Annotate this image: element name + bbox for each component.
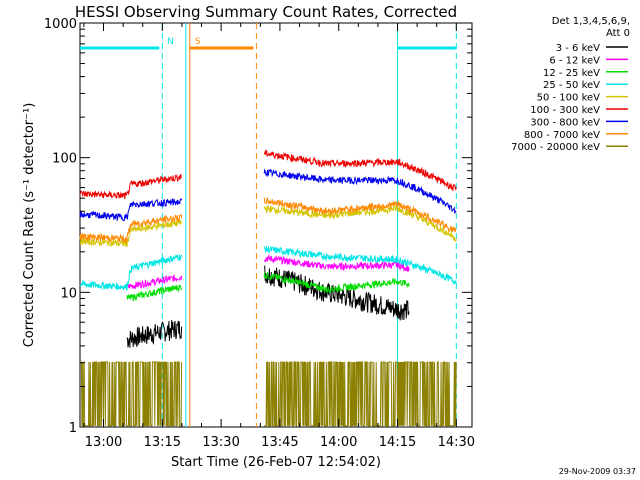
series-trace-2 <box>263 253 410 272</box>
series-50-100-kev <box>79 204 457 248</box>
y-tick-label: 1 <box>69 421 77 436</box>
x-tick-label: 13:00 <box>85 435 122 450</box>
series-trace-1 <box>126 319 183 348</box>
legend-label: 7000 - 20000 keV <box>511 142 600 153</box>
annotation-s: S <box>189 37 254 50</box>
series-7000-20000-kev <box>80 361 457 427</box>
y-tick-label: 100 <box>52 152 77 167</box>
series-trace-2 <box>264 361 457 427</box>
series-trace-2 <box>263 204 457 242</box>
series-trace-2 <box>263 197 457 233</box>
annotation-label: N <box>167 37 174 47</box>
series-100-300-kev <box>79 149 457 199</box>
legend-label: 100 - 300 keV <box>530 105 600 116</box>
x-axis-label: Start Time (26-Feb-07 12:54:02) <box>171 455 381 470</box>
series-trace-2 <box>263 168 457 214</box>
x-tick-label: 14:30 <box>438 435 475 450</box>
series-trace-1 <box>79 198 183 222</box>
legend-label: 50 - 100 keV <box>537 93 601 104</box>
legend-label: 25 - 50 keV <box>543 80 600 91</box>
series-trace-1 <box>126 284 183 302</box>
x-tick-label: 14:00 <box>320 435 357 450</box>
y-tick-label: 1000 <box>44 17 77 32</box>
legend-label: 3 - 6 keV <box>556 43 600 54</box>
x-tick-label: 13:30 <box>202 435 239 450</box>
series-800-7000-kev <box>79 197 457 244</box>
legend-header-line-2: Att 0 <box>606 28 630 39</box>
x-tick-label: 14:15 <box>379 435 416 450</box>
series-trace-1 <box>79 214 183 244</box>
series-trace-1 <box>79 173 182 199</box>
legend-header-line-1: Det 1,3,4,5,6,9, <box>552 16 630 27</box>
series-300-800-kev <box>79 168 457 222</box>
series-trace-1 <box>79 254 183 292</box>
annotation-n: N <box>80 37 174 50</box>
series-trace-1 <box>80 361 183 427</box>
chart-title: HESSI Observing Summary Count Rates, Cor… <box>75 3 457 21</box>
x-tick-label: 13:15 <box>144 435 181 450</box>
series-trace-1 <box>79 218 183 248</box>
y-tick-label: 10 <box>60 286 77 301</box>
series-25-50-kev <box>79 245 457 292</box>
legend-label: 12 - 25 keV <box>543 68 600 79</box>
series-12-25-kev <box>126 272 410 302</box>
series-trace-1 <box>126 274 183 290</box>
legend-label: 300 - 800 keV <box>530 117 600 128</box>
legend-label: 6 - 12 keV <box>549 55 600 66</box>
series-trace-2 <box>263 149 457 191</box>
series-trace-2 <box>264 265 410 321</box>
x-tick-label: 13:45 <box>261 435 298 450</box>
series-6-12-kev <box>126 253 410 290</box>
annotation-label: S <box>195 37 201 47</box>
legend-label: 800 - 7000 keV <box>524 130 600 141</box>
series-trace-2 <box>263 272 410 294</box>
y-axis-label: Corrected Count Rate (s⁻¹ detector⁻¹) <box>22 103 37 348</box>
timestamp: 29-Nov-2009 03:37 <box>559 467 636 476</box>
plot-frame <box>79 22 473 428</box>
series-trace-2 <box>263 245 457 285</box>
